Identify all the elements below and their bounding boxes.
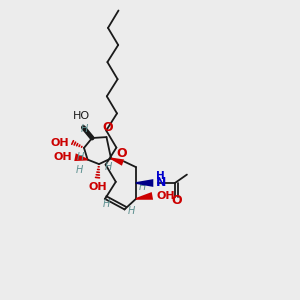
Text: O: O [102, 121, 113, 134]
Polygon shape [111, 158, 124, 166]
Text: O: O [116, 147, 127, 160]
Text: H: H [156, 171, 165, 182]
Text: H: H [139, 182, 146, 192]
Text: OH: OH [51, 137, 70, 148]
Polygon shape [136, 192, 153, 200]
Text: N: N [156, 176, 167, 190]
Text: H: H [105, 162, 112, 172]
Text: OH: OH [88, 182, 107, 191]
Text: OH: OH [156, 191, 175, 201]
Text: H: H [81, 124, 88, 134]
Polygon shape [74, 153, 88, 161]
Text: H: H [77, 152, 84, 162]
Text: H: H [103, 199, 110, 209]
Text: H: H [76, 165, 83, 175]
Text: HO: HO [73, 111, 91, 121]
Text: OH: OH [53, 152, 72, 162]
Polygon shape [136, 179, 153, 187]
Text: O: O [171, 194, 182, 208]
Text: H: H [128, 206, 135, 217]
